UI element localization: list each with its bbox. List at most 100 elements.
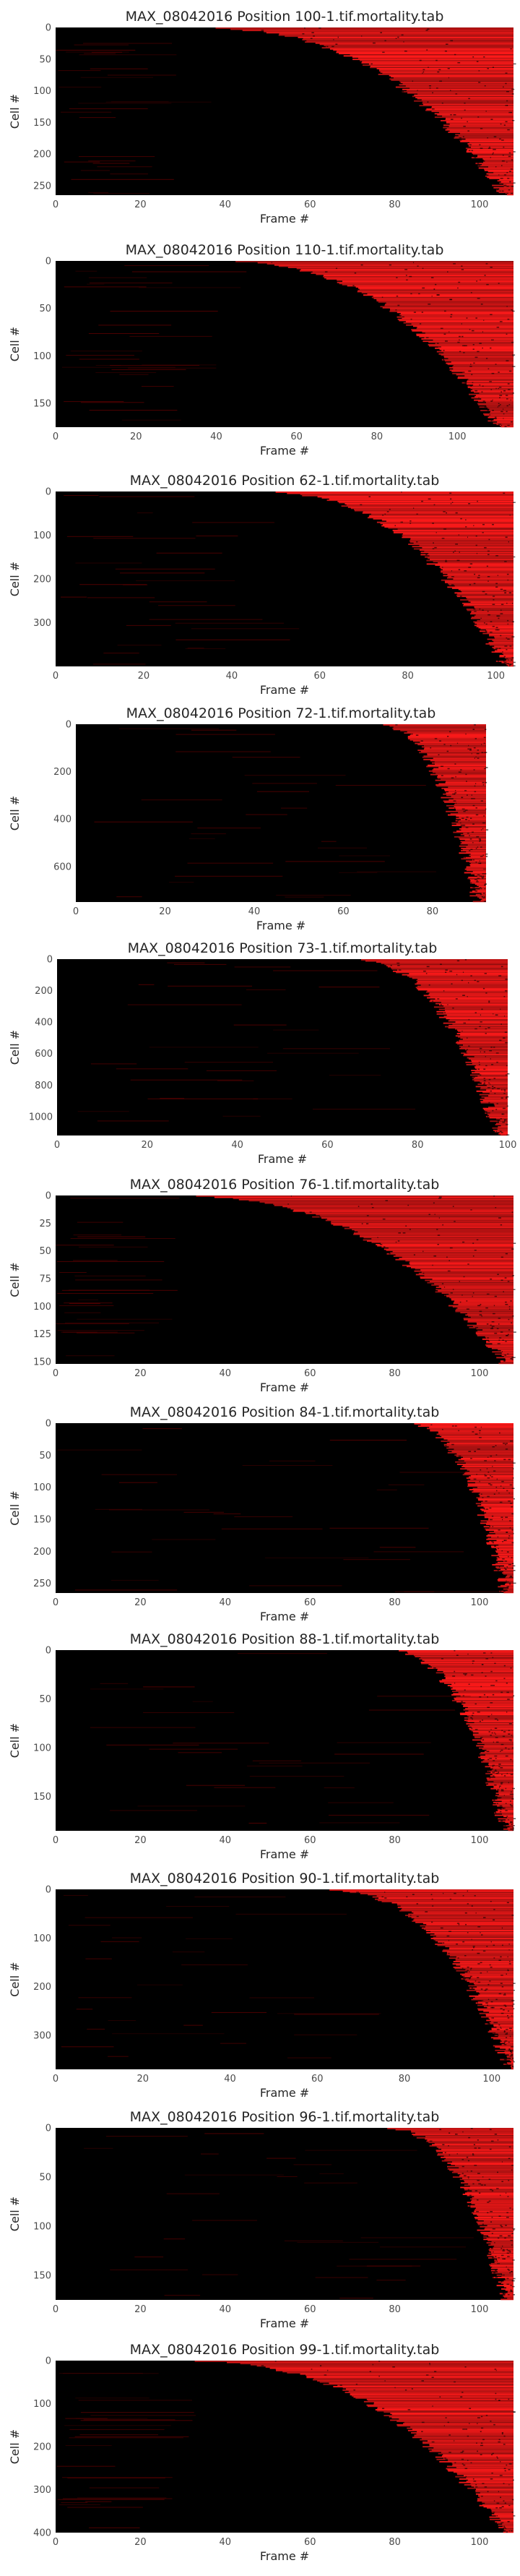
heatmap-row <box>508 2235 511 2237</box>
heatmap-row <box>464 2475 514 2476</box>
heatmap-row <box>64 1894 88 1896</box>
heatmap-row <box>451 1425 454 1427</box>
heatmap-row <box>456 1696 514 1698</box>
heatmap-row <box>472 841 474 843</box>
heatmap-row <box>485 111 487 112</box>
heatmap-row <box>511 1793 514 1795</box>
heatmap-row <box>464 1467 514 1469</box>
heatmap-row <box>507 2256 510 2257</box>
heatmap-row <box>507 2521 510 2523</box>
heatmap-row <box>335 785 426 786</box>
heatmap-row <box>474 391 514 393</box>
heatmap-row <box>77 1111 129 1112</box>
heatmap-row <box>456 374 514 376</box>
heatmap-row <box>463 1975 514 1978</box>
x-tick-label: 40 <box>220 199 232 210</box>
heatmap-row <box>396 277 398 278</box>
heatmap-row <box>475 783 477 785</box>
heatmap-row <box>503 390 506 392</box>
heatmap-row <box>495 1052 499 1054</box>
x-tick-label: 0 <box>53 432 58 442</box>
x-tick-label: 40 <box>220 1368 232 1379</box>
heatmap-row <box>429 992 508 995</box>
heatmap-row <box>490 2221 492 2223</box>
heatmap-row <box>389 78 514 80</box>
heatmap-row <box>495 627 498 629</box>
x-tick-label: 20 <box>159 906 171 917</box>
heatmap-row <box>499 1132 508 1134</box>
heatmap-row <box>411 733 486 735</box>
heatmap-row <box>462 1941 465 1943</box>
heatmap-row <box>509 1484 513 1486</box>
heatmap-row <box>459 2178 514 2181</box>
heatmap-row <box>442 115 514 117</box>
heatmap-row <box>393 726 486 729</box>
heatmap-row <box>426 765 486 768</box>
heatmap-row <box>446 1443 514 1445</box>
heatmap-row <box>512 1357 516 1358</box>
heatmap-row <box>495 2392 497 2395</box>
heatmap-row <box>480 1495 514 1496</box>
heatmap-row <box>458 1030 508 1032</box>
heatmap-row <box>461 2458 464 2460</box>
heatmap-row <box>499 1501 503 1503</box>
heatmap-row <box>214 1787 276 1788</box>
heatmap-row <box>405 1225 407 1227</box>
heatmap-row <box>57 1449 142 1451</box>
heatmap-row <box>497 2522 514 2524</box>
heatmap-row <box>415 97 514 98</box>
heatmap-row <box>404 732 486 734</box>
heatmap-row <box>418 293 420 295</box>
heatmap-row <box>465 1061 508 1063</box>
heatmap-row <box>378 69 514 71</box>
heatmap-row <box>466 1308 469 1310</box>
heatmap-row <box>371 513 514 515</box>
heatmap-row <box>306 2377 514 2379</box>
heatmap-row <box>455 998 458 1000</box>
heatmap-row <box>497 2052 514 2053</box>
y-tick-label: 50 <box>39 1246 51 1257</box>
heatmap-row <box>501 2288 514 2290</box>
heatmap-row <box>59 1272 87 1273</box>
heatmap-row <box>488 1770 490 1772</box>
heatmap-row <box>327 2369 329 2371</box>
heatmap-row <box>455 2476 514 2478</box>
heatmap-row <box>415 1274 514 1276</box>
heatmap-row <box>402 1264 514 1266</box>
heatmap-row <box>453 831 486 833</box>
heatmap-row <box>504 1354 507 1356</box>
heatmap-row <box>502 1339 504 1341</box>
heatmap-row <box>464 2468 468 2470</box>
heatmap-row <box>512 1565 516 1567</box>
heatmap-row <box>485 992 488 994</box>
heatmap-panel: MAX_08042016 Position 100-1.tif.mortalit… <box>8 9 516 226</box>
heatmap-row <box>404 269 408 270</box>
heatmap-row <box>56 1323 129 1324</box>
heatmap-row <box>510 168 513 170</box>
heatmap-row <box>410 1915 412 1916</box>
heatmap-row <box>492 1799 514 1801</box>
heatmap-row <box>433 542 434 544</box>
heatmap-row <box>444 51 447 52</box>
heatmap-row <box>108 2020 136 2021</box>
heatmap-row <box>497 1536 499 1538</box>
heatmap-row <box>476 280 477 282</box>
heatmap-row <box>508 541 509 543</box>
heatmap-row <box>506 360 509 361</box>
heatmap-row <box>478 1732 514 1734</box>
heatmap-row <box>214 1196 514 1198</box>
heatmap-row <box>485 263 488 265</box>
heatmap-row <box>296 267 514 270</box>
heatmap-row <box>399 1472 468 1473</box>
heatmap-row <box>422 1923 514 1925</box>
heatmap-row <box>472 2183 474 2185</box>
heatmap-row <box>503 2295 514 2297</box>
heatmap-row <box>430 1424 433 1426</box>
heatmap-row <box>378 2361 381 2362</box>
heatmap-row <box>407 2427 514 2429</box>
heatmap-row <box>484 546 487 549</box>
heatmap-row <box>474 395 514 398</box>
heatmap-row <box>470 1059 508 1061</box>
heatmap-row <box>83 43 173 44</box>
heatmap-row <box>467 2171 468 2172</box>
